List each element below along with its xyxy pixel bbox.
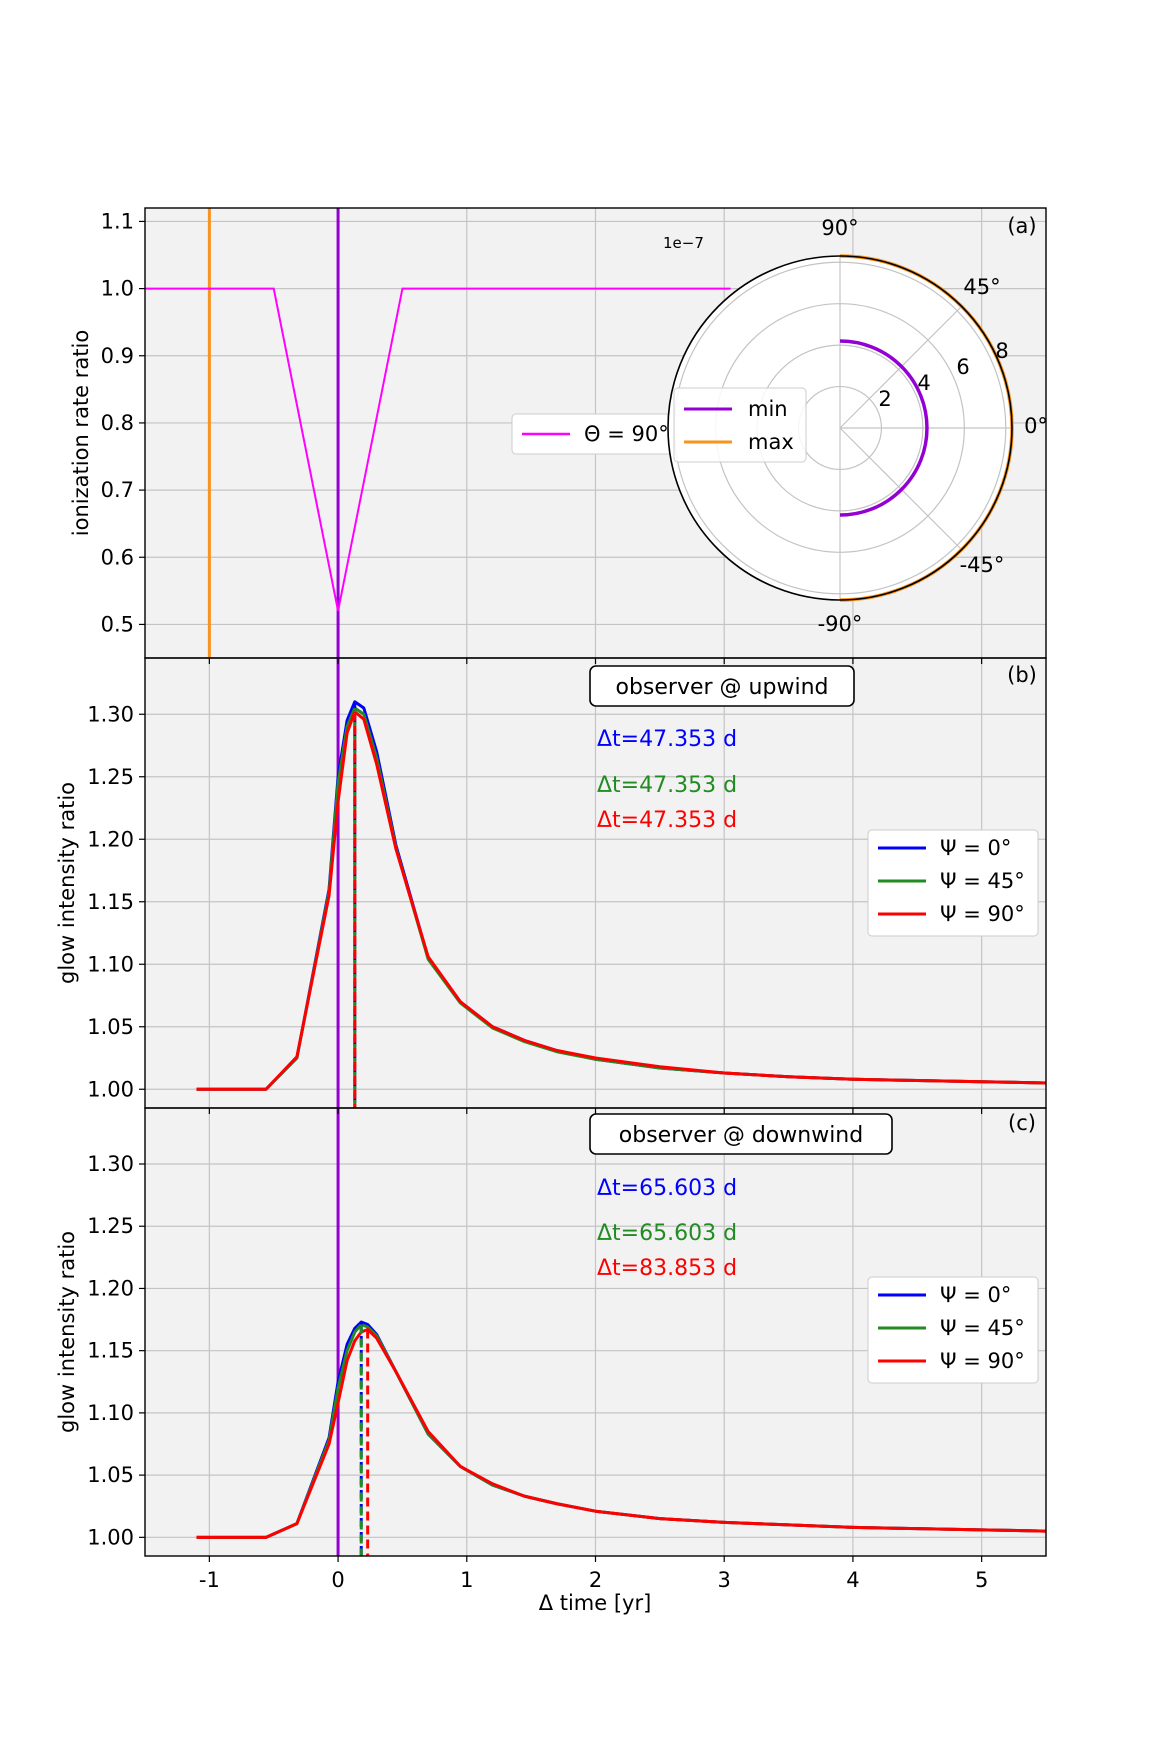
x-tick-label-2: 1: [460, 1568, 473, 1592]
legend-c-label-psi45: Ψ = 45°: [940, 1316, 1025, 1340]
panel-b-plot-area: [196, 658, 1046, 1108]
panel-c-ytick-label-5: 1.25: [87, 1214, 134, 1238]
annotation-c-psi45: Δt=65.603 d: [597, 1221, 737, 1246]
data-layer: [145, 208, 1046, 1556]
legend-theta: Θ = 90°: [511, 413, 673, 455]
legend-b-box: [867, 829, 1039, 937]
panel-frames: [139, 207, 1047, 1562]
polar-frame: [667, 255, 1013, 601]
polar-theta-label-0: 90°: [821, 216, 858, 240]
panel-a-label: (a): [1007, 214, 1036, 238]
y-axis-label-b: glow intensity ratio: [55, 782, 79, 984]
x-tick-label-3: 2: [589, 1568, 602, 1592]
title-b: observer @ upwind: [616, 675, 829, 700]
title-box-b: [589, 665, 855, 707]
legend-c: Ψ = 0° Ψ = 45° Ψ = 90°: [867, 1276, 1039, 1384]
panel-b-ytick-label-2: 1.10: [87, 952, 134, 976]
y-axis-label-c: glow intensity ratio: [55, 1231, 79, 1433]
panel-c-frame: [144, 1107, 1047, 1557]
panel-b-ytick-label-1: 1.05: [87, 1015, 134, 1039]
panel-a-series-theta-90: [145, 287, 731, 612]
polar-legend-label-min: min: [748, 397, 788, 421]
panel-a-ytick-label-2: 0.7: [101, 478, 134, 502]
panel-a-ytick-label-6: 1.1: [101, 209, 134, 233]
polar-r-label-3: 8: [995, 339, 1008, 363]
title-c: observer @ downwind: [619, 1123, 863, 1148]
legend-b-label-psi90: Ψ = 90°: [940, 902, 1025, 926]
polar-legend-label-max: max: [748, 430, 794, 454]
panel-a-ytick-label-4: 0.9: [101, 344, 134, 368]
panel-b-series-psi90: [196, 710, 1046, 1091]
annotation-c-psi0: Δt=65.603 d: [597, 1176, 737, 1201]
panel-a-ytick-label-0: 0.5: [101, 612, 134, 636]
annotation-b-psi90: Δt=47.353 d: [597, 808, 737, 833]
polar-series-min: [839, 339, 929, 517]
panel-a-plot-area: [145, 208, 731, 658]
panel-b-label: (b): [1007, 663, 1037, 687]
x-tick-label-1: 0: [331, 1568, 344, 1592]
panel-c-ytick-label-0: 1.00: [87, 1525, 134, 1549]
panel-c-ytick-label-6: 1.30: [87, 1152, 134, 1176]
polar-theta-label-4: -90°: [818, 612, 863, 636]
panel-c-ytick-label-3: 1.15: [87, 1339, 134, 1363]
polar-theta-label-1: 45°: [963, 275, 1000, 299]
legend-c-label-psi0: Ψ = 0°: [940, 1283, 1011, 1307]
panel-b-ytick-label-6: 1.30: [87, 702, 134, 726]
polar-r-label-0: 2: [878, 387, 891, 411]
legend-b-label-psi45: Ψ = 45°: [940, 869, 1025, 893]
legend-b-label-psi0: Ψ = 0°: [940, 836, 1011, 860]
panel-c-label: (c): [1008, 1111, 1036, 1135]
annotation-b-psi0: Δt=47.353 d: [597, 727, 737, 752]
text-layer: (a) (b) (c) Δ time [yr] ionization rate …: [55, 209, 1039, 1615]
panel-c-series-psi90: [196, 1328, 1046, 1539]
panel-a-ytick-label-1: 0.6: [101, 545, 134, 569]
x-tick-label-5: 4: [846, 1568, 859, 1592]
title-box-c: [589, 1113, 893, 1155]
polar-legend: min max: [673, 387, 807, 463]
panel-c-ytick-label-2: 1.10: [87, 1401, 134, 1425]
legend-theta-label: Θ = 90°: [584, 422, 669, 446]
polar-theta-label-3: -45°: [960, 553, 1005, 577]
legend-b: Ψ = 0° Ψ = 45° Ψ = 90°: [867, 829, 1039, 937]
x-tick-label-4: 3: [718, 1568, 731, 1592]
panel-b-ytick-label-3: 1.15: [87, 890, 134, 914]
polar-scale-label: 1e−7: [663, 234, 704, 252]
panel-b-ytick-label-5: 1.25: [87, 765, 134, 789]
annotation-c-psi90: Δt=83.853 d: [597, 1256, 737, 1281]
polar-r-label-2: 6: [956, 355, 969, 379]
panel-a-ytick-label-3: 0.8: [101, 411, 134, 435]
legend-c-label-psi90: Ψ = 90°: [940, 1349, 1025, 1373]
panel-c-plot-area: [196, 1108, 1046, 1556]
polar-r-label-1: 4: [917, 371, 930, 395]
panel-b-ytick-label-0: 1.00: [87, 1077, 134, 1101]
panel-c-ytick-label-1: 1.05: [87, 1463, 134, 1487]
x-tick-label-0: -1: [199, 1568, 220, 1592]
panel-a-ytick-label-5: 1.0: [101, 277, 134, 301]
annotation-b-psi45: Δt=47.353 d: [597, 773, 737, 798]
x-axis-label: Δ time [yr]: [539, 1591, 652, 1615]
panel-c-ytick-label-4: 1.20: [87, 1276, 134, 1300]
legend-c-box: [867, 1276, 1039, 1384]
polar-theta-label-2: 0°: [1024, 414, 1048, 438]
x-tick-label-6: 5: [975, 1568, 988, 1592]
y-axis-label-a: ionization rate ratio: [69, 330, 93, 536]
panel-b-ytick-label-4: 1.20: [87, 827, 134, 851]
